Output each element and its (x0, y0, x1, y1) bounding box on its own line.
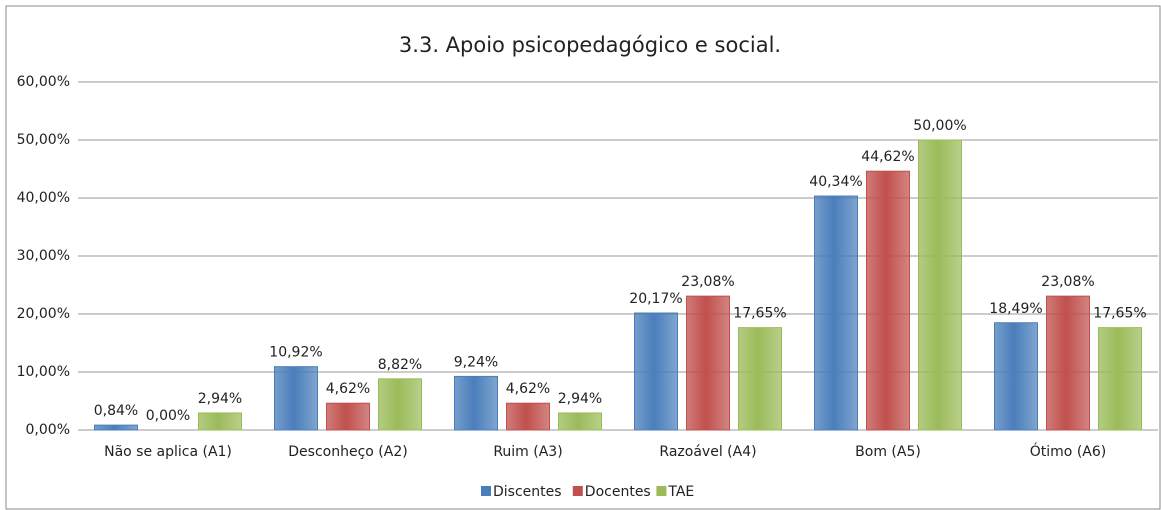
y-tick-label: 50,00% (17, 132, 70, 148)
bar (506, 402, 550, 431)
data-label: 10,92% (269, 345, 322, 361)
bar (866, 170, 910, 431)
y-tick-label: 20,00% (17, 306, 70, 322)
bar (686, 295, 730, 431)
bar (918, 139, 962, 431)
data-label: 50,00% (913, 118, 966, 134)
bar (1046, 295, 1090, 431)
bar (814, 195, 858, 431)
x-tick-label: Desconheço (A2) (288, 444, 407, 460)
y-tick-label: 0,00% (26, 422, 70, 438)
legend-label: TAE (667, 484, 694, 500)
x-tick-label: Ruim (A3) (493, 444, 562, 460)
data-label: 0,00% (146, 408, 190, 424)
bar (558, 412, 602, 431)
legend-label: Docentes (585, 484, 651, 500)
x-tick-label: Não se aplica (A1) (104, 444, 232, 460)
data-label: 17,65% (1093, 306, 1146, 322)
bar (94, 424, 138, 431)
data-label: 44,62% (861, 149, 914, 165)
bar (994, 322, 1038, 431)
y-tick-label: 60,00% (17, 74, 70, 90)
data-label: 9,24% (454, 354, 498, 370)
data-label: 2,94% (558, 391, 602, 407)
bar (454, 375, 498, 431)
x-tick-label: Razoável (A4) (659, 444, 756, 460)
legend-swatch (572, 486, 583, 496)
y-tick-label: 40,00% (17, 190, 70, 206)
legend-swatch (656, 486, 667, 496)
chart-frame (5, 5, 1161, 510)
x-tick-label: Bom (A5) (855, 444, 921, 460)
bar (1098, 327, 1142, 431)
y-tick-label: 10,00% (17, 364, 70, 380)
data-label: 23,08% (681, 274, 734, 290)
bar (634, 312, 678, 431)
data-label: 4,62% (506, 381, 550, 397)
legend-label: Discentes (493, 484, 562, 500)
bar (326, 402, 370, 431)
legend-swatch (481, 486, 491, 496)
data-label: 17,65% (733, 306, 786, 322)
chart-title: 3.3. Apoio psicopedagógico e social. (399, 33, 781, 57)
data-label: 20,17% (629, 291, 682, 307)
data-label: 2,94% (198, 391, 242, 407)
data-label: 8,82% (378, 357, 422, 373)
data-label: 40,34% (809, 174, 862, 190)
data-label: 23,08% (1041, 274, 1094, 290)
x-tick-label: Ótimo (A6) (1030, 442, 1106, 460)
bar (738, 327, 782, 431)
bar (198, 412, 242, 431)
bar (274, 366, 318, 431)
bar (378, 378, 422, 431)
data-label: 4,62% (326, 381, 370, 397)
y-tick-label: 30,00% (17, 248, 70, 264)
data-label: 0,84% (94, 403, 138, 419)
data-label: 18,49% (989, 301, 1042, 317)
